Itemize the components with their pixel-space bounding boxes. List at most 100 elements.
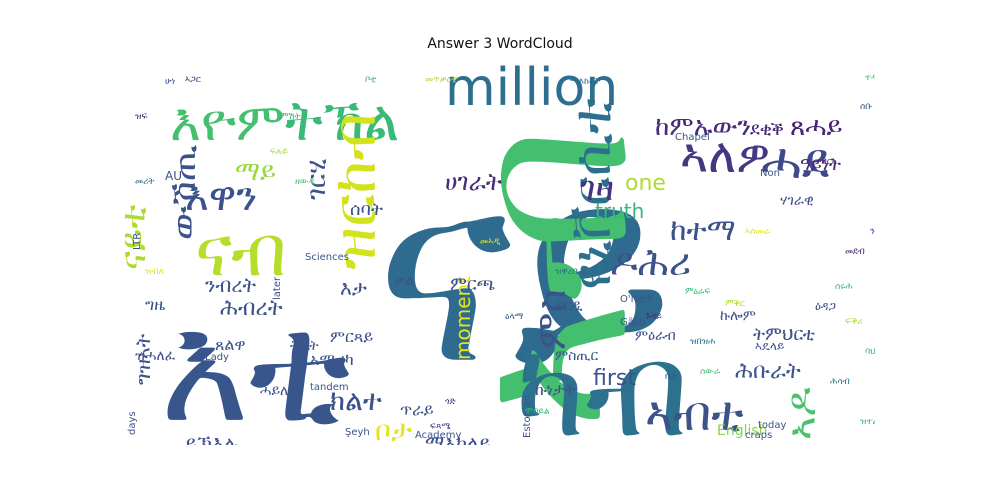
filler-word-23: ሞባይል [525,407,550,417]
filler-word-12: ዘውዲ [295,177,317,187]
word-21: ገዛ [580,169,614,209]
word-44: ግዝኣት [131,333,155,385]
word-70: Şeyh [345,427,370,438]
filler-word-42: ቤት [665,372,677,382]
word-37: እታ [340,276,367,300]
word-16: እዋን [185,174,257,220]
word-77: craps [745,430,772,441]
word-64: O'Neill [620,294,653,305]
word-8: ኣለዎ [680,128,770,184]
word-42: ንብረት [205,273,257,297]
filler-word-4: ማእከላት [570,77,600,87]
word-53: ትኤት [290,338,319,354]
filler-word-40: ሰውራ [700,367,721,377]
filler-word-22: ጎድ [445,397,456,407]
filler-word-3: መጥቃዕቲ [425,75,457,85]
filler-word-19: ዝተፈልየ [860,417,875,427]
word-33: ጸሓይ [790,112,842,142]
word-55: ሃገራዊ [780,193,814,209]
word-66: Chapel [675,132,710,143]
filler-word-34: መኣዲ [480,237,501,247]
word-32: ደቂቕ [750,119,784,140]
filler-word-8: ዝፍ [135,112,147,122]
word-65: Lady [205,352,229,363]
word-30: ሕብረት [220,296,283,321]
word-31: ከምኡውን [655,112,751,142]
word-68: LTR [132,233,143,250]
filler-word-36: ጉዳይ [645,312,662,322]
filler-word-18: ሕሳብ [830,377,850,387]
word-61: ቃል [395,272,414,289]
word-15: ናይቲ [125,204,154,270]
word-11: ውሽጢ [163,144,204,240]
word-46: ማእከላይ [425,431,491,445]
filler-word-44: ባህሪ [865,347,875,357]
word-39: ሕቡራት [735,359,801,384]
word-43: ግዜ [145,295,165,314]
word-12: ዝርከብ [320,113,390,270]
word-36: ሰባት [350,199,383,220]
word-13: ዩኒቨርሲቲ [560,97,623,290]
filler-word-29: ፍጻሜ [430,422,450,432]
word-23: ገርሂ [302,159,332,200]
word-27: moment [451,276,475,360]
filler-word-15: ናብርኣ [815,157,837,167]
filler-word-16: ሰሩሕ [835,282,853,292]
filler-word-1: ኣጋር [185,75,201,85]
word-10: ኣብቲ [645,386,744,442]
filler-word-5: ተዳሊዩ [865,73,875,83]
filler-word-39: ዝበዝሐ [690,337,715,347]
filler-word-38: ምቕር [725,299,745,309]
word-63: ዕዳጋ [815,299,836,313]
filler-word-33: ሕማም [535,217,560,227]
word-54: ዝሓለፈ [135,348,176,364]
word-3: ካብ [515,314,689,445]
word-67: Non [760,168,780,179]
word-4: ናብ [195,210,287,292]
word-56: ምስጢር [555,348,598,364]
word-0: ናይ [375,120,673,422]
word-71: later [272,276,283,300]
word-5: million [445,60,618,118]
word-69: Sciences [305,252,349,263]
word-73: Gälib [620,317,646,328]
word-17: ኣዶ [779,387,825,440]
word-24: ሀገራት [445,168,502,196]
word-50: ኣሜሪካ [310,350,354,369]
word-57: ኩሎም [720,308,756,324]
word-58: ምዕራብ [635,328,676,344]
filler-word-11: መሪት [135,177,154,187]
word-72: tandem [310,382,349,393]
word-25: one [625,171,666,196]
word-26: truth [595,199,644,223]
word-48: ቦታ [375,414,412,445]
word-6: ትኽል [285,89,399,154]
word-76: Academy [415,430,462,441]
chart-title: Answer 3 WordCloud [427,36,573,52]
word-9: ሓደ [761,132,829,190]
word-41: ምርጫ [450,274,495,295]
word-7: እዮም [170,93,285,153]
word-35: ማይ [235,157,276,187]
word-62: ፍርዲ [555,298,583,314]
filler-word-37: ምዕራፍ [685,287,710,297]
word-75: Estonian [522,395,533,438]
filler-word-9: ምሽት [280,112,301,122]
word-49: ምርጻይ [330,327,373,346]
word-60: ሓይሊ [260,383,291,399]
word-78: days [127,411,138,435]
filler-word-10: ፍሉይ [270,147,288,157]
word-59: ኣዴላይ [755,339,784,353]
word-45: ይኽእሉ [185,431,239,445]
word-38: ትምህርቲ [753,324,815,345]
filler-word-32: ዝቐረበ [555,267,578,277]
filler-word-43: መደብ [845,247,865,257]
word-52: ጸልዋ [215,335,246,354]
filler-word-7: ሰቡ [860,102,872,112]
word-20: ዶሕሪ [610,240,691,284]
word-2: ኣብ [421,126,677,430]
filler-word-13: ዝብለ [145,267,164,277]
filler-word-17: ፍቕሪ [845,317,863,327]
word-51: ጥራይ [400,400,434,419]
